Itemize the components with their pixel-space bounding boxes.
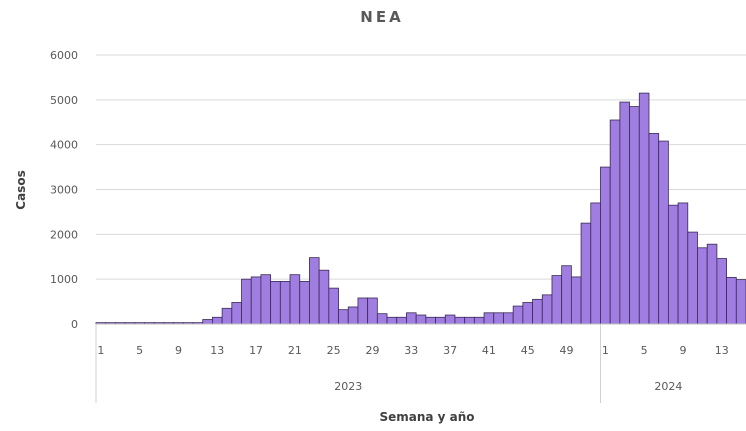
bar xyxy=(609,119,621,325)
y-tick-label: 4000 xyxy=(50,139,78,152)
bar xyxy=(260,274,272,325)
y-tick-label: 5000 xyxy=(50,94,78,107)
bar xyxy=(415,314,427,325)
bar xyxy=(309,257,320,325)
bar xyxy=(735,279,746,325)
x-tick-label: 33 xyxy=(404,344,418,357)
bar xyxy=(493,312,504,325)
bar xyxy=(357,297,369,325)
y-tick-label: 2000 xyxy=(50,228,78,241)
year-label: 2023 xyxy=(334,380,362,393)
bar xyxy=(241,278,252,325)
bar xyxy=(221,307,233,325)
bar xyxy=(367,297,378,325)
bar xyxy=(677,202,689,325)
bar xyxy=(212,316,223,325)
y-axis-title: Casos xyxy=(14,170,28,209)
x-tick-label: 13 xyxy=(715,344,729,357)
x-axis-title: Semana y año xyxy=(379,410,474,424)
bar xyxy=(299,281,310,325)
x-tick-label: 9 xyxy=(175,344,182,357)
bar xyxy=(590,202,601,325)
bar xyxy=(464,316,475,325)
bar xyxy=(444,314,456,325)
bar xyxy=(270,281,281,325)
bar xyxy=(202,319,213,325)
bar xyxy=(541,294,553,325)
y-tick-label: 1000 xyxy=(50,273,78,286)
bar xyxy=(512,305,524,325)
chart-title: NEA xyxy=(360,8,403,26)
x-tick-label: 45 xyxy=(521,344,535,357)
x-tick-label: 9 xyxy=(679,344,686,357)
bar xyxy=(328,287,339,325)
bar xyxy=(667,204,679,325)
x-tick-label: 25 xyxy=(327,344,341,357)
x-tick-label: 17 xyxy=(249,344,263,357)
bar xyxy=(386,316,398,325)
y-tick-label: 6000 xyxy=(50,49,78,62)
bar xyxy=(396,316,407,325)
bar xyxy=(279,281,291,325)
x-tick-label: 37 xyxy=(443,344,457,357)
bar xyxy=(376,313,388,325)
bar xyxy=(250,276,262,325)
bar xyxy=(706,243,718,325)
x-tick-label: 1 xyxy=(602,344,609,357)
x-axis: 1 5 9 13 17 21 25 29 33 37 41 45 49 1 5 9 13 2023 2024 xyxy=(95,323,746,403)
bar xyxy=(473,316,485,325)
x-tick-label: 13 xyxy=(210,344,224,357)
bar xyxy=(561,265,572,325)
bar xyxy=(658,140,669,325)
bar xyxy=(600,166,611,325)
bar xyxy=(231,302,242,325)
y-axis-ticks: 0 1000 2000 3000 4000 5000 6000 xyxy=(50,49,78,331)
x-tick-label: 29 xyxy=(365,344,379,357)
bar xyxy=(289,274,301,325)
bar xyxy=(522,302,533,325)
bars xyxy=(95,92,746,325)
bar xyxy=(619,101,630,325)
bar xyxy=(697,247,708,325)
bar xyxy=(318,269,330,325)
bar xyxy=(532,298,543,325)
bar xyxy=(570,276,582,325)
bar xyxy=(483,312,495,325)
bar xyxy=(716,258,727,325)
bar xyxy=(638,92,650,325)
bar xyxy=(580,222,592,325)
bar xyxy=(551,275,563,325)
bar xyxy=(726,276,737,325)
x-tick-label: 5 xyxy=(641,344,648,357)
x-tick-label: 49 xyxy=(560,344,574,357)
bar xyxy=(425,316,436,325)
bar xyxy=(347,306,359,325)
bar xyxy=(454,316,466,325)
bar xyxy=(648,133,660,325)
y-tick-label: 3000 xyxy=(50,184,78,197)
grid-lines xyxy=(96,54,746,325)
y-tick-label: 0 xyxy=(71,318,78,331)
bar xyxy=(406,312,417,325)
x-tick-label: 41 xyxy=(482,344,496,357)
bar xyxy=(687,231,698,325)
bar xyxy=(435,316,446,325)
bar xyxy=(503,312,514,325)
year-label: 2024 xyxy=(654,380,682,393)
bar xyxy=(338,309,349,325)
x-tick-label: 1 xyxy=(97,344,104,357)
x-tick-label: 21 xyxy=(288,344,302,357)
bar xyxy=(629,106,640,325)
x-tick-label: 5 xyxy=(136,344,143,357)
